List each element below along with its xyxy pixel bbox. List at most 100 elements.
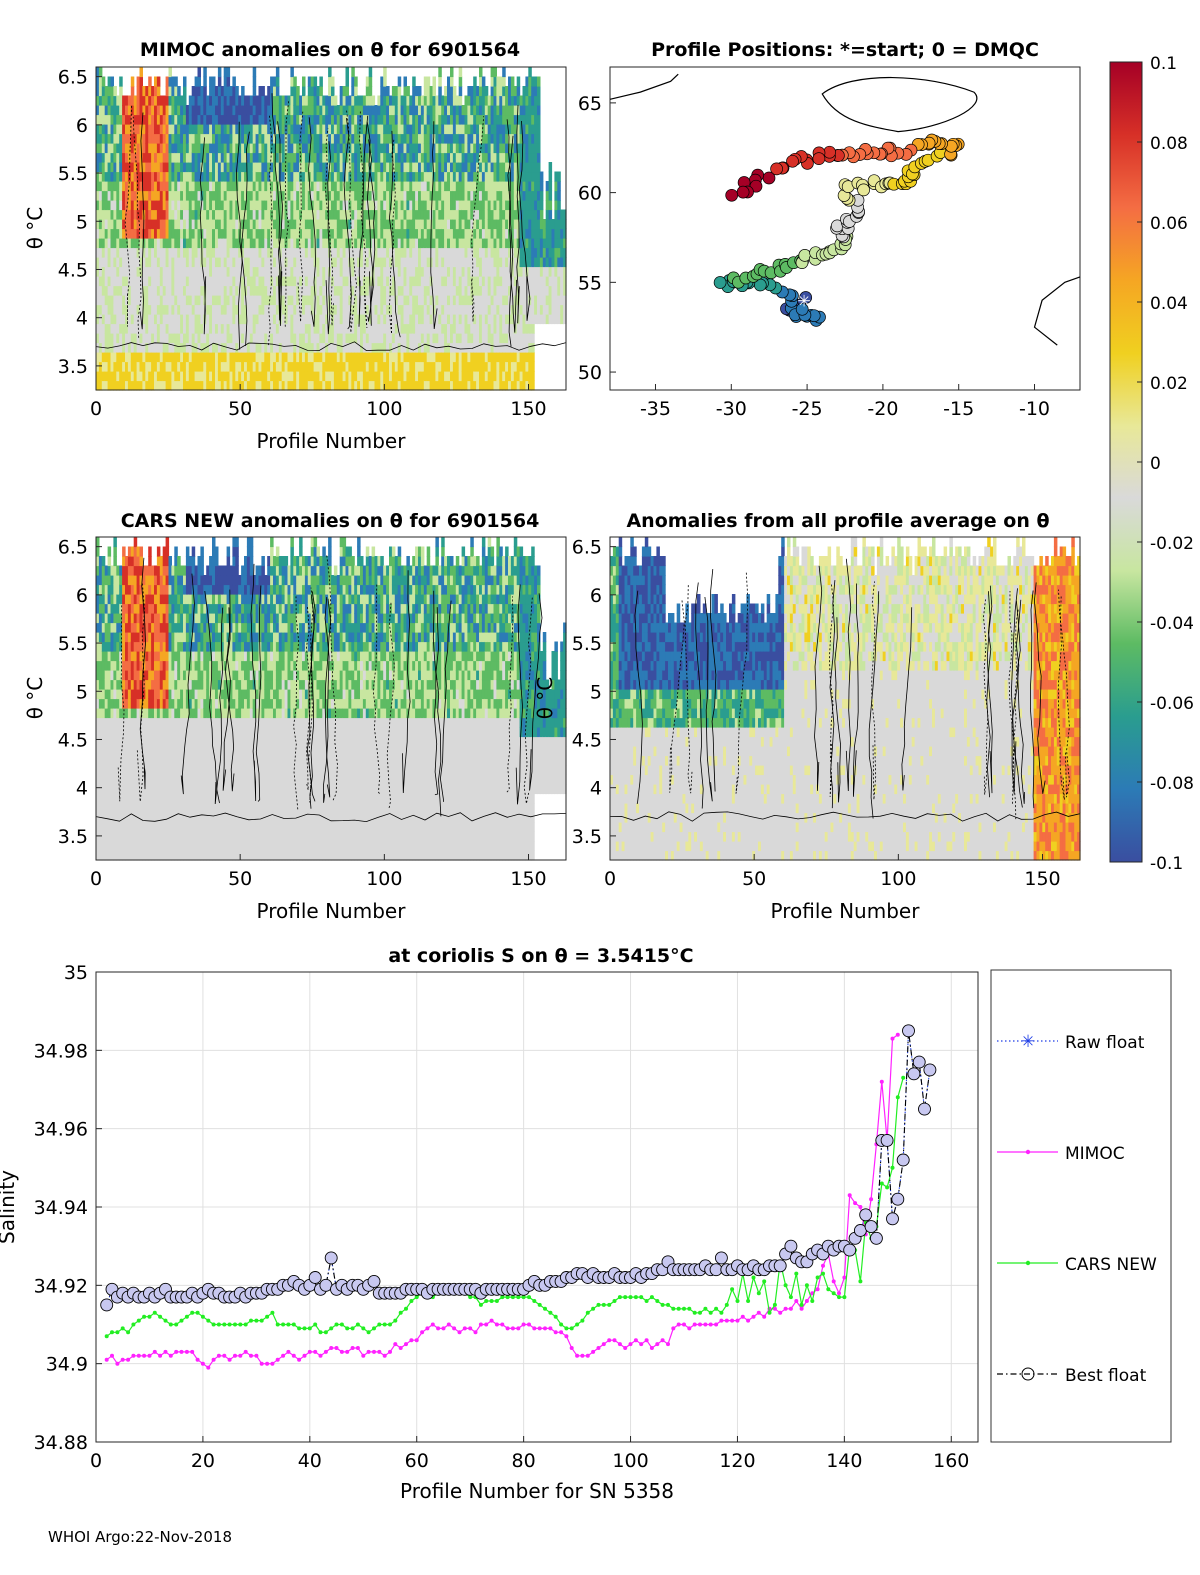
data-point bbox=[104, 1357, 109, 1362]
data-point bbox=[484, 1322, 489, 1327]
data-point bbox=[859, 1208, 873, 1222]
salinity-xlabel: Profile Number for SN 5358 bbox=[400, 1479, 674, 1503]
data-point bbox=[553, 1330, 558, 1335]
data-point bbox=[345, 1326, 350, 1331]
data-point bbox=[639, 1295, 644, 1300]
map-xtick-label: -35 bbox=[640, 398, 671, 420]
data-point bbox=[837, 1295, 841, 1300]
salinity-xtick-label: 60 bbox=[405, 1450, 429, 1472]
data-point bbox=[388, 1349, 392, 1354]
data-point bbox=[901, 1075, 906, 1080]
colorbar-tick-label: -0.02 bbox=[1150, 534, 1194, 554]
data-point bbox=[912, 1055, 926, 1069]
data-point bbox=[858, 1279, 863, 1284]
salinity-ytick-label: 34.92 bbox=[34, 1275, 88, 1297]
data-point bbox=[682, 1306, 686, 1311]
salinity-ytick-label: 34.96 bbox=[34, 1119, 88, 1141]
data-point bbox=[190, 1310, 195, 1315]
salinity-ylabel: Salinity bbox=[0, 1170, 19, 1244]
p-mimoc-ytick-label: 5.5 bbox=[58, 163, 88, 185]
data-point bbox=[698, 1310, 702, 1315]
data-point bbox=[639, 1342, 644, 1347]
colorbar-tick-label: 0.04 bbox=[1150, 294, 1188, 314]
colorbar-gradient bbox=[1109, 61, 1143, 863]
data-point bbox=[553, 1314, 558, 1319]
data-point bbox=[660, 1302, 665, 1307]
data-point bbox=[233, 1322, 237, 1327]
data-point bbox=[323, 1330, 328, 1335]
data-point bbox=[842, 1295, 847, 1300]
data-point bbox=[617, 1342, 622, 1347]
data-point bbox=[569, 1326, 574, 1331]
data-point bbox=[537, 1326, 542, 1331]
footer-text: WHOI Argo:22-Nov-2018 bbox=[48, 1528, 232, 1546]
data-point bbox=[709, 1263, 723, 1277]
data-point bbox=[831, 1279, 836, 1284]
data-point bbox=[200, 1361, 205, 1366]
map-xtick-label: -30 bbox=[716, 398, 747, 420]
allavg-title: Anomalies from all profile average on θ bbox=[626, 510, 1049, 532]
data-point bbox=[393, 1318, 398, 1323]
data-point bbox=[559, 1322, 564, 1327]
data-point bbox=[762, 1279, 767, 1284]
profile-positions-panel: Profile Positions: *=start; 0 = DMQC -35… bbox=[578, 39, 1081, 420]
data-point bbox=[120, 1326, 125, 1331]
data-point bbox=[227, 1322, 232, 1327]
data-point bbox=[222, 1322, 227, 1327]
profile-point bbox=[736, 185, 750, 199]
p-avg-xtick-label: 50 bbox=[742, 868, 766, 890]
data-point bbox=[821, 1263, 825, 1268]
data-point bbox=[676, 1322, 681, 1327]
data-point bbox=[714, 1251, 728, 1265]
data-point bbox=[527, 1295, 531, 1300]
data-point bbox=[784, 1239, 798, 1253]
map-xtick-label: -10 bbox=[1019, 398, 1050, 420]
start-marker: ✳ bbox=[797, 291, 810, 310]
data-point bbox=[404, 1306, 408, 1311]
data-point bbox=[184, 1314, 189, 1319]
data-point bbox=[462, 1326, 467, 1331]
map-xtick-label: -25 bbox=[792, 398, 823, 420]
map-ytick-label: 60 bbox=[578, 183, 602, 205]
data-point bbox=[510, 1295, 515, 1300]
data-point bbox=[521, 1295, 526, 1300]
data-point bbox=[115, 1361, 120, 1366]
p-mimoc-cells bbox=[96, 67, 567, 391]
p-mimoc-frame bbox=[95, 66, 567, 391]
data-point bbox=[318, 1330, 323, 1335]
data-point bbox=[355, 1346, 360, 1350]
data-point bbox=[815, 1287, 820, 1292]
data-point bbox=[270, 1361, 275, 1366]
data-point bbox=[200, 1314, 205, 1319]
data-point bbox=[216, 1322, 221, 1327]
data-point bbox=[446, 1322, 451, 1327]
data-point bbox=[746, 1299, 751, 1303]
salinity-xtick-label: 160 bbox=[933, 1450, 969, 1472]
data-point bbox=[703, 1306, 708, 1311]
data-point bbox=[367, 1274, 381, 1288]
data-point bbox=[190, 1349, 195, 1354]
data-point bbox=[826, 1287, 831, 1292]
data-point bbox=[890, 1165, 895, 1170]
data-point bbox=[794, 1271, 799, 1276]
data-point bbox=[404, 1342, 408, 1347]
p-avg-xtick-label: 100 bbox=[880, 868, 916, 890]
data-point bbox=[339, 1322, 344, 1327]
mimoc-ylabel: θ °C bbox=[23, 207, 47, 250]
data-point bbox=[307, 1349, 312, 1354]
data-point bbox=[601, 1342, 606, 1347]
data-point bbox=[687, 1306, 692, 1311]
data-point bbox=[414, 1338, 419, 1343]
data-point bbox=[623, 1295, 628, 1300]
p-mimoc-ytick-label: 4.5 bbox=[58, 259, 88, 281]
data-point bbox=[853, 1224, 867, 1237]
data-point bbox=[372, 1349, 376, 1354]
data-point bbox=[724, 1302, 729, 1307]
data-point bbox=[211, 1357, 216, 1362]
data-point bbox=[291, 1322, 296, 1327]
data-point bbox=[313, 1349, 318, 1354]
data-point bbox=[708, 1322, 713, 1327]
data-point bbox=[126, 1357, 131, 1362]
data-point bbox=[783, 1306, 788, 1311]
data-point bbox=[489, 1299, 494, 1303]
